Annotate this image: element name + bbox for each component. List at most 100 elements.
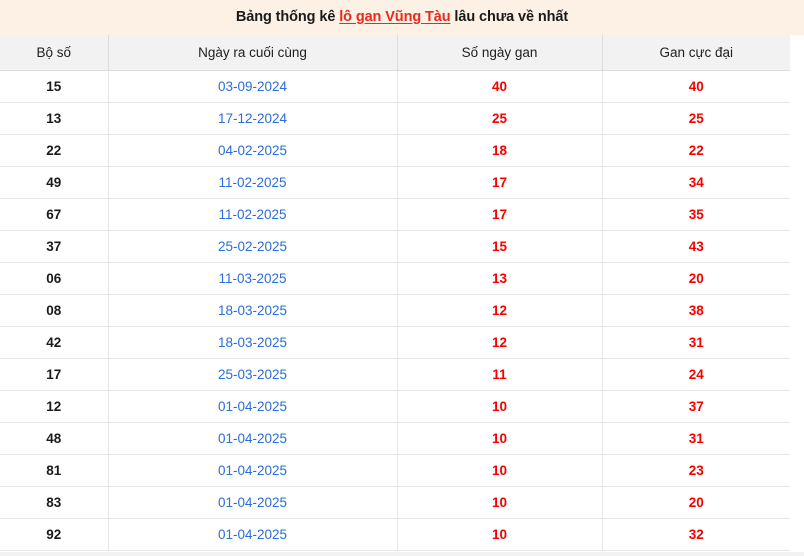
table-row: 92 01-04-2025 10 32 <box>0 518 790 551</box>
cell-gan-max: 43 <box>602 230 790 263</box>
column-header-gan-max[interactable]: Gan cực đại <box>602 35 790 71</box>
cell-so-ngay: 40 <box>397 70 603 103</box>
column-header-bo-so[interactable]: Bộ số <box>0 35 109 71</box>
date-link[interactable]: 11-02-2025 <box>218 206 287 222</box>
table-row: 22 04-02-2025 18 22 <box>0 134 790 167</box>
cell-ngay-ra: 18-03-2025 <box>108 294 398 327</box>
table-row: 08 18-03-2025 12 38 <box>0 294 790 327</box>
table-header: Bộ số Ngày ra cuối cùng Số ngày gan Gan … <box>0 35 790 71</box>
stats-table-wrapper: Bộ số Ngày ra cuối cùng Số ngày gan Gan … <box>0 35 804 551</box>
page-title-prefix: Bảng thống kê <box>235 8 340 25</box>
cell-gan-max: 35 <box>602 198 790 231</box>
cell-so-ngay: 12 <box>397 294 603 327</box>
date-link[interactable]: 01-04-2025 <box>217 462 288 478</box>
cell-gan-max: 31 <box>602 326 790 359</box>
cell-bo-so: 49 <box>0 166 109 199</box>
cell-so-ngay: 25 <box>397 102 603 135</box>
cell-ngay-ra: 01-04-2025 <box>108 454 398 487</box>
cell-gan-max: 37 <box>602 390 790 423</box>
cell-gan-max: 40 <box>602 70 790 103</box>
cell-so-ngay: 13 <box>397 262 603 295</box>
cell-bo-so: 12 <box>0 390 109 423</box>
lo-gan-vung-tau-link[interactable]: lô gan Vũng Tàu <box>339 8 451 25</box>
cell-so-ngay: 10 <box>397 518 603 551</box>
table-row: 17 25-03-2025 11 24 <box>0 358 790 391</box>
cell-bo-so: 81 <box>0 454 109 487</box>
cell-gan-max: 38 <box>602 294 790 327</box>
cell-ngay-ra: 11-03-2025 <box>108 262 398 295</box>
cell-gan-max: 20 <box>602 262 790 295</box>
page-title-suffix: lâu chưa về nhất <box>450 8 569 25</box>
date-link[interactable]: 01-04-2025 <box>217 398 288 414</box>
cell-bo-so: 08 <box>0 294 109 327</box>
cell-so-ngay: 12 <box>397 326 603 359</box>
cell-gan-max: 25 <box>602 102 790 135</box>
cell-gan-max: 34 <box>602 166 790 199</box>
cell-ngay-ra: 01-04-2025 <box>108 390 398 423</box>
cell-ngay-ra: 04-02-2025 <box>108 134 398 167</box>
date-link[interactable]: 18-03-2025 <box>217 334 288 350</box>
cell-gan-max: 32 <box>602 518 790 551</box>
cell-ngay-ra: 25-02-2025 <box>108 230 398 263</box>
cell-bo-so: 48 <box>0 422 109 455</box>
page-title: Bảng thống kê lô gan Vũng Tàu lâu chưa v… <box>235 8 569 26</box>
date-link[interactable]: 01-04-2025 <box>217 494 288 510</box>
table-row: 67 11-02-2025 17 35 <box>0 198 790 231</box>
lo-gan-stats-table: Bộ số Ngày ra cuối cùng Số ngày gan Gan … <box>0 35 790 551</box>
cell-ngay-ra: 01-04-2025 <box>108 422 398 455</box>
cell-so-ngay: 18 <box>397 134 603 167</box>
cell-bo-so: 92 <box>0 518 109 551</box>
cell-so-ngay: 11 <box>397 358 603 391</box>
cell-gan-max: 24 <box>602 358 790 391</box>
date-link[interactable]: 01-04-2025 <box>217 430 288 446</box>
cell-ngay-ra: 01-04-2025 <box>108 518 398 551</box>
cell-so-ngay: 17 <box>397 166 603 199</box>
date-link[interactable]: 25-02-2025 <box>217 238 288 254</box>
cell-ngay-ra: 11-02-2025 <box>108 166 398 199</box>
table-row: 15 03-09-2024 40 40 <box>0 70 790 103</box>
cell-bo-so: 15 <box>0 70 109 103</box>
cell-gan-max: 20 <box>602 486 790 519</box>
cell-ngay-ra: 17-12-2024 <box>108 102 398 135</box>
date-link[interactable]: 03-09-2024 <box>217 78 288 94</box>
date-link[interactable]: 01-04-2025 <box>217 526 288 542</box>
date-link[interactable]: 18-03-2025 <box>217 302 288 318</box>
cell-so-ngay: 10 <box>397 390 603 423</box>
cell-bo-so: 22 <box>0 134 109 167</box>
column-header-so-ngay[interactable]: Số ngày gan <box>397 35 603 71</box>
date-link[interactable]: 04-02-2025 <box>217 142 288 158</box>
table-row: 13 17-12-2024 25 25 <box>0 102 790 135</box>
cell-bo-so: 37 <box>0 230 109 263</box>
table-row: 83 01-04-2025 10 20 <box>0 486 790 519</box>
page-bottom-fill <box>0 552 804 556</box>
table-row: 12 01-04-2025 10 37 <box>0 390 790 423</box>
cell-bo-so: 67 <box>0 198 109 231</box>
cell-gan-max: 23 <box>602 454 790 487</box>
cell-so-ngay: 15 <box>397 230 603 263</box>
cell-bo-so: 42 <box>0 326 109 359</box>
cell-so-ngay: 17 <box>397 198 603 231</box>
date-link[interactable]: 17-12-2024 <box>217 110 288 126</box>
table-row: 49 11-02-2025 17 34 <box>0 166 790 199</box>
table-row: 37 25-02-2025 15 43 <box>0 230 790 263</box>
cell-so-ngay: 10 <box>397 454 603 487</box>
date-link[interactable]: 25-03-2025 <box>217 366 288 382</box>
cell-gan-max: 31 <box>602 422 790 455</box>
cell-so-ngay: 10 <box>397 486 603 519</box>
table-title-band: Bảng thống kê lô gan Vũng Tàu lâu chưa v… <box>0 0 804 35</box>
cell-ngay-ra: 18-03-2025 <box>108 326 398 359</box>
date-link[interactable]: 11-03-2025 <box>218 270 287 286</box>
table-row: 42 18-03-2025 12 31 <box>0 326 790 359</box>
column-header-ngay-ra[interactable]: Ngày ra cuối cùng <box>108 35 398 71</box>
cell-bo-so: 17 <box>0 358 109 391</box>
cell-gan-max: 22 <box>602 134 790 167</box>
cell-ngay-ra: 25-03-2025 <box>108 358 398 391</box>
table-header-row: Bộ số Ngày ra cuối cùng Số ngày gan Gan … <box>0 35 790 71</box>
cell-bo-so: 13 <box>0 102 109 135</box>
cell-ngay-ra: 11-02-2025 <box>108 198 398 231</box>
table-row: 06 11-03-2025 13 20 <box>0 262 790 295</box>
cell-bo-so: 83 <box>0 486 109 519</box>
date-link[interactable]: 11-02-2025 <box>218 174 287 190</box>
table-body: 15 03-09-2024 40 40 13 17-12-2024 25 25 … <box>0 70 790 551</box>
